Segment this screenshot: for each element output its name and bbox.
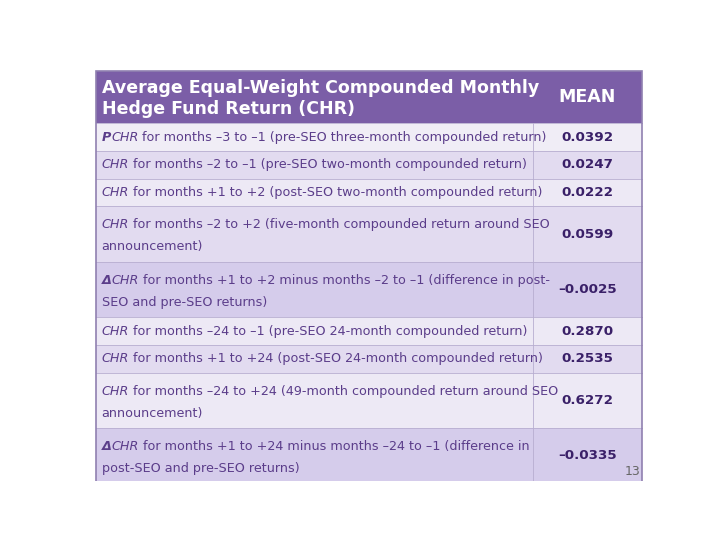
Text: post-SEO and pre-SEO returns): post-SEO and pre-SEO returns) <box>102 462 300 475</box>
Text: CHR: CHR <box>112 274 139 287</box>
Text: –0.0025: –0.0025 <box>558 283 617 296</box>
Bar <box>96 206 642 262</box>
Text: 0.0222: 0.0222 <box>562 186 613 199</box>
Text: for months +1 to +24 minus months –24 to –1 (difference in: for months +1 to +24 minus months –24 to… <box>139 440 529 453</box>
Text: 0.6272: 0.6272 <box>562 394 613 407</box>
Text: Δ: Δ <box>102 440 112 453</box>
Bar <box>96 318 642 345</box>
Text: 13: 13 <box>624 465 640 478</box>
Bar <box>96 373 642 428</box>
Text: CHR: CHR <box>102 325 129 338</box>
Text: for months +1 to +2 minus months –2 to –1 (difference in post-: for months +1 to +2 minus months –2 to –… <box>139 274 550 287</box>
Bar <box>96 262 642 318</box>
Text: CHR: CHR <box>112 440 139 453</box>
Bar <box>96 151 642 179</box>
Text: announcement): announcement) <box>102 240 203 253</box>
Text: announcement): announcement) <box>102 407 203 420</box>
Bar <box>96 345 642 373</box>
Text: CHR: CHR <box>102 158 129 171</box>
Text: CHR: CHR <box>102 186 129 199</box>
Text: Δ: Δ <box>102 274 112 287</box>
Bar <box>96 71 642 123</box>
Text: for months –24 to –1 (pre-SEO 24-month compounded return): for months –24 to –1 (pre-SEO 24-month c… <box>129 325 527 338</box>
Text: CHR: CHR <box>102 218 129 231</box>
Text: CHR: CHR <box>102 384 129 397</box>
Text: –0.0335: –0.0335 <box>558 449 617 462</box>
Text: for months –3 to –1 (pre-SEO three-month compounded return): for months –3 to –1 (pre-SEO three-month… <box>138 131 546 144</box>
Text: Average Equal-Weight Compounded Monthly: Average Equal-Weight Compounded Monthly <box>102 79 540 97</box>
Text: CHR: CHR <box>111 131 138 144</box>
Text: for months –2 to –1 (pre-SEO two-month compounded return): for months –2 to –1 (pre-SEO two-month c… <box>129 158 527 171</box>
Bar <box>96 428 642 484</box>
Text: 0.2870: 0.2870 <box>562 325 613 338</box>
Text: for months +1 to +24 (post-SEO 24-month compounded return): for months +1 to +24 (post-SEO 24-month … <box>129 353 543 366</box>
Text: SEO and pre-SEO returns): SEO and pre-SEO returns) <box>102 296 267 309</box>
Text: for months –2 to +2 (five-month compounded return around SEO: for months –2 to +2 (five-month compound… <box>129 218 550 231</box>
Text: 0.2535: 0.2535 <box>562 353 613 366</box>
Text: Hedge Fund Return (CHR): Hedge Fund Return (CHR) <box>102 100 356 118</box>
Bar <box>96 123 642 151</box>
Text: 0.0247: 0.0247 <box>562 158 613 171</box>
Text: CHR: CHR <box>102 353 129 366</box>
Text: 0.0599: 0.0599 <box>562 228 613 241</box>
Text: MEAN: MEAN <box>559 88 616 106</box>
Text: for months –24 to +24 (49-month compounded return around SEO: for months –24 to +24 (49-month compound… <box>129 384 558 397</box>
Text: 0.0392: 0.0392 <box>562 131 613 144</box>
Text: P: P <box>102 131 111 144</box>
Bar <box>96 179 642 206</box>
Text: for months +1 to +2 (post-SEO two-month compounded return): for months +1 to +2 (post-SEO two-month … <box>129 186 542 199</box>
